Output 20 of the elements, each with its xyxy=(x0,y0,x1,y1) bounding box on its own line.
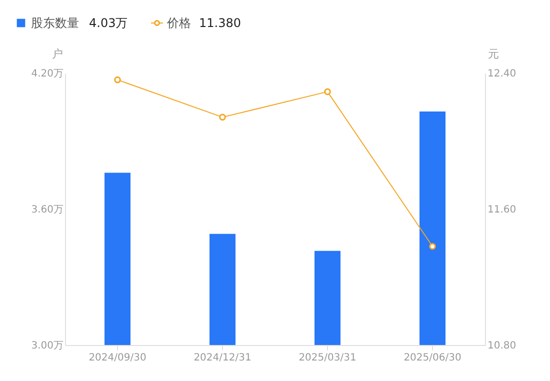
point xyxy=(324,88,331,96)
legend-label: 价格 xyxy=(166,16,191,30)
x-tick-label: 2025/03/31 xyxy=(298,352,356,364)
y-tick-label: 4.20万 xyxy=(31,68,64,80)
y2-tick-label: 10.80 xyxy=(488,340,516,352)
x-tick-label: 2024/12/31 xyxy=(194,352,252,364)
point xyxy=(114,76,121,84)
y2-axis-title: 元 xyxy=(488,48,499,60)
x-tick-label: 2025/06/30 xyxy=(404,352,462,364)
text: 11.380 xyxy=(199,16,241,30)
y-tick-label: 3.60万 xyxy=(31,204,64,216)
legend-label: 股东数量 xyxy=(31,16,79,30)
y2-tick-label: 12.40 xyxy=(488,68,516,80)
text: 4.03万 xyxy=(89,16,128,30)
y-axis-title: 户 xyxy=(52,48,63,60)
point xyxy=(219,114,226,121)
y-tick-label: 3.00万 xyxy=(31,340,64,352)
point xyxy=(429,243,436,250)
x-tick-label: 2024/09/30 xyxy=(88,352,146,364)
y2-tick-label: 11.60 xyxy=(488,204,516,216)
